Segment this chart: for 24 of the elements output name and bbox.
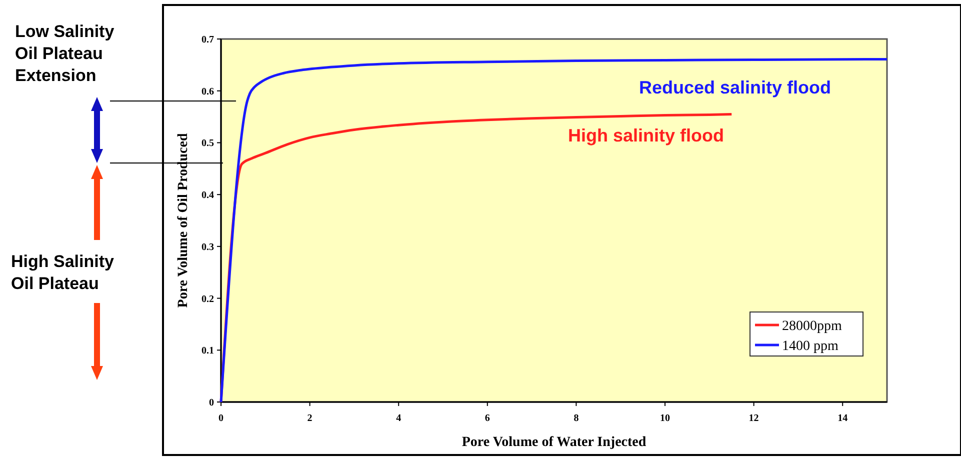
legend-label: 1400 ppm	[782, 338, 838, 354]
x-tick-label: 4	[396, 413, 402, 424]
y-tick-label: 0.5	[202, 138, 214, 150]
y-tick-label: 0	[209, 398, 214, 408]
x-tick-label: 14	[838, 413, 848, 424]
y-tick-label: 0.1	[202, 346, 214, 357]
x-tick-label: 8	[574, 413, 579, 424]
x-tick-label: 2	[307, 413, 312, 424]
text: High Salinity Oil Plateau	[11, 252, 114, 293]
x-axis-title: Pore Volume of Water Injected	[462, 435, 646, 450]
y-tick-label: 0.4	[202, 190, 214, 202]
x-tick-label: 0	[218, 413, 224, 424]
y-tick-label: 0.3	[202, 242, 214, 253]
x-tick-label: 10	[660, 413, 670, 424]
annotation: High salinity flood	[568, 125, 724, 146]
x-tick-label: 12	[748, 413, 759, 424]
x-tick-label: 6	[484, 413, 490, 424]
annotation: Reduced salinity flood	[638, 77, 832, 98]
y-tick-label: 0.7	[202, 34, 214, 46]
legend-label: 28000ppm	[782, 318, 842, 334]
text: Low Salinity Oil Plateau Extension	[15, 22, 115, 85]
y-axis-title: Pore Volume of Oil Produced	[176, 133, 191, 308]
y-tick-label: 0.6	[202, 86, 214, 98]
y-tick-label: 0.2	[202, 294, 214, 305]
